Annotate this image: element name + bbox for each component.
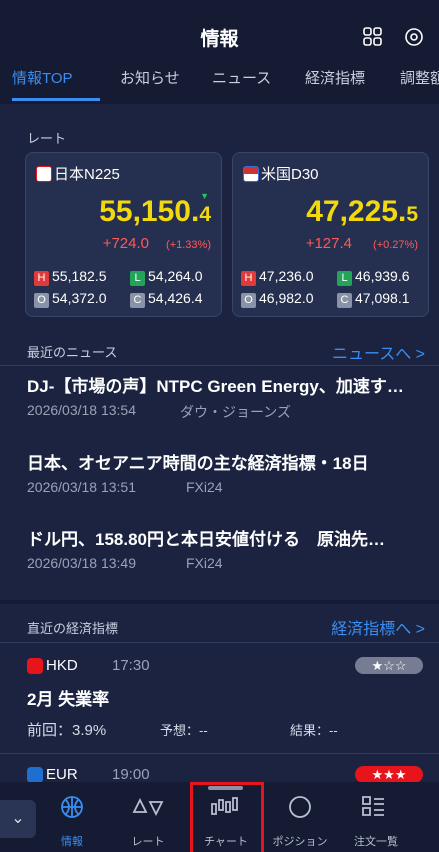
- time: 19:00: [112, 766, 150, 783]
- card-name: 日本N225: [54, 166, 120, 183]
- currency-flag: [27, 767, 43, 783]
- section-title: レート: [27, 131, 67, 146]
- rate-card[interactable]: 日本N225 55,150.4 ▼ (+1.33%) +724.0 H 55,182.5 L 5…: [25, 152, 222, 317]
- news-link[interactable]: ニュースへ >: [332, 346, 425, 363]
- section-title: 最近のニュース: [27, 345, 118, 360]
- flag: [36, 166, 52, 182]
- ohlc-value: 47,236.0: [259, 268, 314, 284]
- time: 17:30: [112, 657, 150, 674]
- news-source: FXi24: [186, 479, 223, 495]
- ohlc-value: 47,098.1: [355, 290, 410, 306]
- nav-label[interactable]: 情報: [61, 836, 83, 848]
- rating: ★★★: [355, 766, 423, 783]
- nav-label[interactable]: レート: [131, 836, 165, 848]
- ohlc-label: L: [130, 271, 145, 286]
- ohlc-high: H 55,182.5: [34, 268, 107, 286]
- news-date: 2026/03/18 13:54: [27, 402, 136, 418]
- currency: HKD: [46, 657, 78, 674]
- tab[interactable]: ニュース: [212, 70, 272, 87]
- divider: [0, 600, 439, 604]
- change-pct: (+1.33%): [166, 239, 211, 251]
- currency-flag: [27, 658, 43, 674]
- ohlc-close: C 47,098.1: [337, 290, 410, 308]
- ohlc-value: 54,426.4: [148, 290, 203, 306]
- nav-label[interactable]: ポジション: [272, 836, 328, 848]
- collapse-button[interactable]: ⌄: [0, 800, 36, 838]
- ohlc-open: O 46,982.0: [241, 290, 314, 308]
- news-source: ダウ・ジョーンズ: [180, 404, 292, 420]
- rating: ★☆☆: [355, 657, 423, 674]
- card-name: 米国D30: [261, 166, 319, 183]
- nav-icons: [61, 786, 384, 818]
- tab[interactable]: お知らせ: [120, 70, 180, 87]
- header-title: 情報: [200, 29, 239, 50]
- price: 47,225.5: [306, 195, 418, 228]
- tab-underline: [12, 98, 100, 101]
- ohlc-low: L 54,264.0: [130, 268, 203, 286]
- ohlc-value: 46,939.6: [355, 268, 410, 284]
- news-date: 2026/03/18 13:49: [27, 555, 136, 571]
- ohlc-low: L 46,939.6: [337, 268, 410, 286]
- tab[interactable]: 経済指標: [305, 70, 366, 87]
- currency: EUR: [46, 766, 78, 783]
- ohlc-label: O: [241, 293, 256, 308]
- header-bg: [0, 0, 439, 104]
- tab[interactable]: 調整額: [400, 70, 439, 87]
- tick-arrow: ▼: [200, 191, 209, 201]
- nav-label[interactable]: チャート: [204, 836, 248, 848]
- ohlc-close: C 54,426.4: [130, 290, 203, 308]
- forecast: 予想：--: [160, 723, 208, 738]
- ohlc-label: C: [130, 293, 145, 308]
- change: +127.4: [305, 235, 352, 252]
- ohlc-label: H: [241, 271, 256, 286]
- flag: [243, 166, 259, 182]
- news-headline[interactable]: DJ-【市場の声】NTPC Green Energy、加速す…: [27, 377, 404, 396]
- news-date: 2026/03/18 13:51: [27, 479, 136, 495]
- ohlc-label: C: [337, 293, 352, 308]
- ohlc-value: 46,982.0: [259, 290, 314, 306]
- indicator-name: 2月 失業率: [27, 690, 110, 709]
- change: +724.0: [102, 235, 149, 252]
- ohlc-value: 54,264.0: [148, 268, 203, 284]
- divider: [0, 365, 439, 366]
- ohlc-label: O: [34, 293, 49, 308]
- header-icons[interactable]: [362, 26, 426, 48]
- ohlc-label: H: [34, 271, 49, 286]
- tab[interactable]: 情報TOP: [12, 70, 73, 87]
- news-headline[interactable]: 日本、オセアニア時間の主な経済指標・18日: [27, 454, 369, 473]
- news-headline[interactable]: ドル円、158.80円と本日安値付ける 原油先…: [27, 530, 385, 549]
- rate-card[interactable]: 米国D30 47,225.5 (+0.27%) +127.4 H 47,236.0 L 46,…: [232, 152, 429, 317]
- divider: [0, 753, 439, 754]
- highlight-box: [190, 782, 264, 852]
- ohlc-value: 54,372.0: [52, 290, 107, 306]
- price: 55,150.4: [99, 195, 211, 228]
- ohlc-high: H 47,236.0: [241, 268, 314, 286]
- previous: 前回：3.9%: [27, 722, 107, 739]
- ohlc-label: L: [337, 271, 352, 286]
- change-pct: (+0.27%): [373, 239, 418, 251]
- indicator-link[interactable]: 経済指標へ >: [331, 621, 425, 638]
- news-source: FXi24: [186, 555, 223, 571]
- nav-label[interactable]: 注文一覧: [354, 836, 398, 848]
- ohlc-open: O 54,372.0: [34, 290, 107, 308]
- section-title: 直近の経済指標: [27, 621, 119, 636]
- divider: [0, 642, 439, 643]
- result: 結果：--: [290, 723, 338, 738]
- ohlc-value: 55,182.5: [52, 268, 107, 284]
